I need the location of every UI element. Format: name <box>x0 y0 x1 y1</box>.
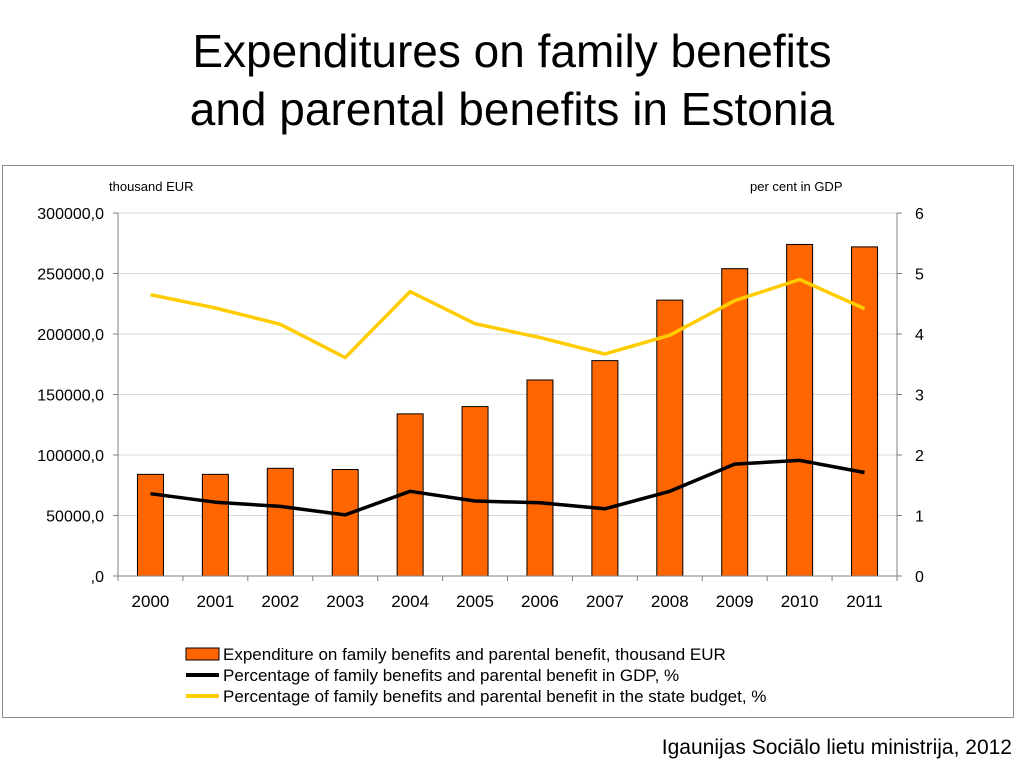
bar-expenditure <box>526 379 554 577</box>
x-tick-label: 2011 <box>846 592 883 611</box>
x-tick-label: 2010 <box>781 592 819 611</box>
bar-expenditure <box>851 246 879 577</box>
y-right-tick-label: 0 <box>915 569 924 586</box>
x-tick-label: 2007 <box>586 592 624 611</box>
bar-expenditure <box>201 473 229 577</box>
y-left-tick-label: 250000,0 <box>37 267 104 284</box>
line-state-budget-percentage <box>150 277 866 360</box>
y-left-tick-label: 50000,0 <box>46 509 104 526</box>
y-right-tick-label: 2 <box>915 448 924 465</box>
combo-chart: ,0 50000,0 100000,0 150000,0 200000,0 250000,… <box>37 179 924 706</box>
x-tick-label: 2009 <box>716 592 754 611</box>
bar-expenditure <box>136 473 164 577</box>
y-left-tick-label: 100000,0 <box>37 448 104 465</box>
bar-expenditure <box>721 268 749 577</box>
bar-expenditure <box>591 360 619 577</box>
y-right-unit-label: per cent in GDP <box>750 179 843 194</box>
x-tick-label: 2004 <box>391 592 429 611</box>
x-tick-label: 2001 <box>196 592 234 611</box>
legend-label: Percentage of family benefits and parent… <box>223 666 679 685</box>
y-right-tick-label: 6 <box>915 206 924 223</box>
y-left-tick-label: ,0 <box>91 569 104 586</box>
legend-label: Expenditure on family benefits and paren… <box>223 645 726 664</box>
y-left-unit-label: thousand EUR <box>109 179 194 194</box>
y-right-tick-label: 4 <box>915 327 924 344</box>
line-gdp-percentage <box>150 458 865 517</box>
bar-expenditure <box>656 299 684 577</box>
y-right-tick-label: 1 <box>915 509 924 526</box>
y-left-tick-label: 150000,0 <box>37 388 104 405</box>
x-tick-label: 2008 <box>651 592 689 611</box>
y-right-tick-label: 3 <box>915 388 924 405</box>
slide-title-line-2: and parental benefits in Estonia <box>189 83 835 135</box>
chart-frame: ,0 50000,0 100000,0 150000,0 200000,0 250000,… <box>2 165 1014 718</box>
bar-expenditure <box>266 467 294 577</box>
y-left-tick-label: 200000,0 <box>37 327 104 344</box>
x-tick-label: 2000 <box>132 592 170 611</box>
y-right-tick-label: 5 <box>915 267 924 284</box>
bar-expenditure <box>461 406 489 577</box>
y-left-tick-label: 300000,0 <box>37 206 104 223</box>
bar-expenditure <box>786 243 814 577</box>
bar-expenditure <box>331 469 359 577</box>
legend-swatch-bar <box>185 647 220 661</box>
x-tick-label: 2002 <box>261 592 299 611</box>
source-note: Igaunijas Sociālo lietu ministrija, 2012 <box>661 736 1012 759</box>
x-tick-label: 2003 <box>326 592 364 611</box>
legend-label: Percentage of family benefits and parent… <box>223 687 766 706</box>
slide-title-line-1: Expenditures on family benefits <box>192 25 832 77</box>
x-tick-label: 2005 <box>456 592 494 611</box>
slide-title: Expenditures on family benefits and pare… <box>0 22 1024 138</box>
x-tick-label: 2006 <box>521 592 559 611</box>
